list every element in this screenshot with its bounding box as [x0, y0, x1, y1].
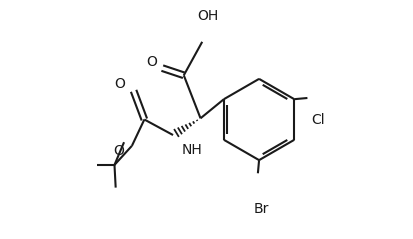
Text: O: O — [114, 77, 125, 91]
Text: Cl: Cl — [312, 113, 325, 126]
Text: Br: Br — [254, 202, 269, 216]
Text: NH: NH — [182, 143, 203, 158]
Text: OH: OH — [197, 9, 218, 23]
Text: O: O — [113, 144, 124, 158]
Text: O: O — [146, 55, 157, 69]
